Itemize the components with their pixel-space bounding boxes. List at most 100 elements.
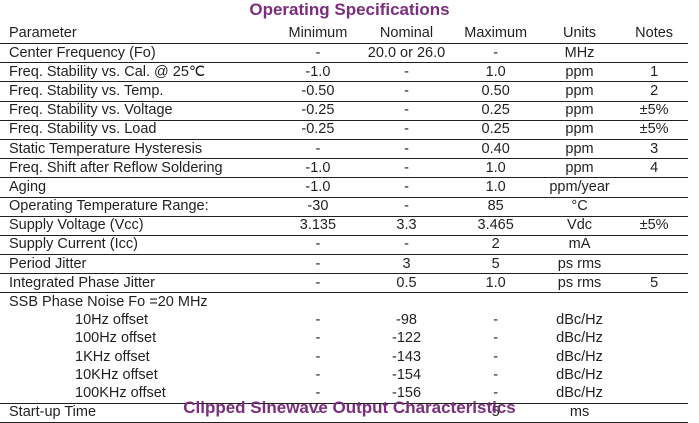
notes-cell	[620, 235, 688, 254]
notes-cell: Notes	[635, 25, 674, 41]
maximum-cell: 1.0	[485, 63, 506, 80]
table-row: Operating Temperature Range: -30 - 85 °C	[0, 197, 688, 217]
nominal-cell: -	[404, 82, 409, 99]
maximum-cell: 1.0	[485, 178, 506, 195]
phase-noise-row: 100KHz offset - -156 - dBc/Hz	[0, 384, 688, 404]
minimum-cell: -	[315, 274, 321, 291]
minimum-cell: 3.135	[299, 217, 337, 234]
minimum-cell: -1.0	[305, 178, 331, 195]
maximum-cell: 0.50	[481, 82, 510, 99]
parameter-cell: 10Hz offset	[75, 312, 149, 329]
maximum-cell: -	[493, 330, 499, 347]
parameter-cell: Center Frequency (Fo)	[9, 44, 156, 61]
table-row: Supply Current (Icc) - - 2 mA	[0, 235, 688, 255]
specs-table: Parameter Minimum Nominal Maximum Units Notes…	[0, 24, 688, 423]
maximum-cell: -	[493, 366, 499, 383]
parameter-cell: Freq. Stability vs. Load	[9, 121, 157, 138]
units-cell: ppm	[565, 63, 594, 80]
minimum-cell: -	[315, 255, 321, 272]
parameter-cell: 10KHz offset	[75, 366, 158, 383]
maximum-cell: 5	[491, 255, 500, 272]
notes-cell	[620, 366, 688, 384]
notes-cell: 4	[650, 159, 659, 176]
parameter-cell: 1KHz offset	[75, 348, 150, 365]
maximum-cell: 1.0	[485, 159, 506, 176]
notes-cell	[620, 330, 688, 348]
notes-cell	[620, 348, 688, 366]
phase-noise-label: SSB Phase Noise Fo =20 MHz	[9, 294, 208, 311]
header-row: Parameter Minimum Nominal Maximum Units Notes	[0, 24, 688, 44]
nominal-cell: -	[404, 121, 409, 138]
phase-noise-row: 10Hz offset - -98 - dBc/Hz	[0, 312, 688, 330]
nominal-cell: -	[404, 178, 409, 195]
nominal-cell: 20.0 or 26.0	[367, 44, 446, 61]
maximum-cell: Maximum	[464, 25, 528, 41]
minimum-cell: -	[315, 330, 321, 347]
table-row: Freq. Stability vs. Load -0.25-0.25 ppm ±5%	[0, 120, 688, 140]
units-cell: ppm/year	[549, 178, 610, 195]
table-row: Aging -1.0-1.0 ppm/year	[0, 178, 688, 197]
minimum-cell: -	[315, 140, 321, 157]
nominal-cell: 0.5	[396, 274, 417, 291]
nominal-cell: -	[404, 102, 409, 119]
parameter-cell: Integrated Phase Jitter	[9, 274, 155, 291]
units-cell: ps rms	[557, 274, 602, 291]
notes-cell: 1	[650, 63, 659, 80]
units-cell: ppm	[565, 159, 594, 176]
units-cell: ps rms	[557, 255, 602, 272]
maximum-cell: 0.25	[481, 102, 510, 119]
notes-cell: 5	[650, 274, 659, 291]
phase-noise-row: 1KHz offset - -143 - dBc/Hz	[0, 348, 688, 366]
maximum-cell: 85	[487, 198, 504, 215]
minimum-cell: -0.50	[301, 82, 335, 99]
units-cell: ppm	[565, 121, 594, 138]
nominal-cell: -154	[391, 366, 422, 383]
units-cell: ppm	[565, 82, 594, 99]
parameter-cell: Freq. Shift after Reflow Soldering	[9, 159, 223, 176]
nominal-cell: 3.3	[396, 217, 417, 234]
minimum-cell: -0.25	[301, 121, 335, 138]
notes-cell: 3	[650, 140, 659, 157]
nominal-cell: -	[404, 63, 409, 80]
minimum-cell: Minimum	[288, 25, 348, 41]
notes-cell	[620, 312, 688, 330]
nominal-cell: -	[404, 198, 409, 215]
parameter-cell: Freq. Stability vs. Cal. @ 25℃	[9, 63, 206, 80]
phase-noise-header-row: SSB Phase Noise Fo =20 MHz	[0, 293, 688, 312]
minimum-cell: -	[315, 366, 321, 383]
units-cell: dBc/Hz	[556, 312, 603, 329]
maximum-cell: 0.25	[481, 121, 510, 138]
parameter-cell: Static Temperature Hysteresis	[9, 140, 203, 157]
maximum-cell: 0.40	[481, 140, 510, 157]
maximum-cell: -	[493, 44, 499, 61]
table-row: Freq. Stability vs. Temp. -0.50-0.50 ppm 2	[0, 82, 688, 102]
nominal-cell: -	[404, 236, 409, 253]
table-row: Period Jitter - 3 5 ps rms	[0, 255, 688, 274]
units-cell: dBc/Hz	[556, 330, 603, 347]
units-cell: dBc/Hz	[556, 366, 603, 383]
next-section-title: Clipped Sinewave Output Characteristics	[183, 398, 516, 417]
nominal-cell: -156	[391, 384, 422, 401]
minimum-cell: -	[315, 348, 321, 365]
units-cell: mA	[568, 236, 591, 253]
nominal-cell: 3	[402, 255, 411, 272]
parameter-cell: Supply Current (Icc)	[9, 236, 138, 253]
table-row: Freq. Stability vs. Cal. @ 25℃ -1.0-1.0 pp…	[0, 63, 688, 82]
table-row: Freq. Stability vs. Voltage -0.25-0.25 ppm…	[0, 101, 688, 121]
nominal-cell: Nominal	[379, 25, 434, 41]
maximum-cell: -	[493, 384, 499, 401]
maximum-cell: -	[493, 312, 499, 329]
minimum-cell: -	[315, 384, 321, 401]
nominal-cell: -143	[391, 348, 422, 365]
notes-cell	[620, 178, 688, 197]
parameter-cell: Aging	[9, 178, 47, 195]
minimum-cell: -	[315, 44, 321, 61]
units-cell: Vdc	[567, 217, 593, 234]
notes-cell	[620, 44, 688, 63]
maximum-cell: 2	[491, 236, 500, 253]
units-cell: ppm	[565, 140, 594, 157]
units-cell: ppm	[565, 102, 594, 119]
units-cell: Units	[563, 25, 597, 41]
notes-cell: ±5%	[639, 102, 669, 119]
maximum-cell: -	[493, 348, 499, 365]
